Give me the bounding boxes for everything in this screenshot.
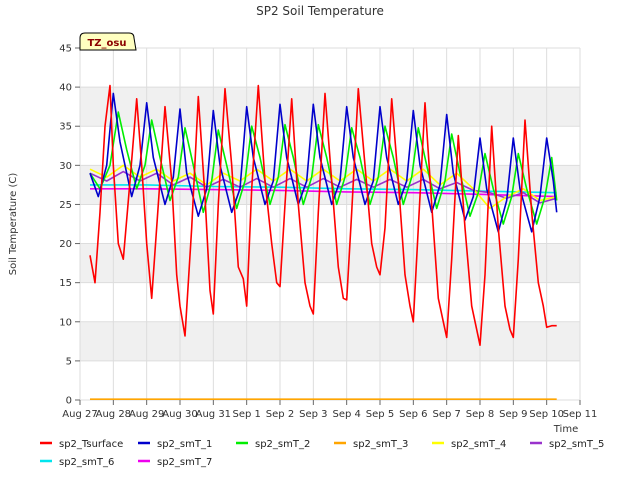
series-line-sp2-smT-6	[90, 184, 557, 194]
x-tick-label: Sep 5	[366, 409, 394, 420]
x-axis-title: Time	[553, 424, 578, 435]
x-tick-label: Sep 11	[563, 409, 598, 420]
series-lines	[89, 84, 558, 401]
x-tick-label: Aug 30	[162, 409, 197, 420]
x-tick-label: Sep 8	[466, 409, 494, 420]
y-tick-label: 30	[59, 161, 72, 172]
legend-label: sp2_smT_3	[353, 439, 408, 450]
tz-badge: TZ_osu	[79, 32, 137, 51]
legend-label: sp2_smT_4	[451, 439, 506, 450]
x-tick-label: Sep 1	[232, 409, 260, 420]
x-tick-label: Sep 4	[332, 409, 360, 420]
plot-band	[80, 321, 580, 361]
x-tick-label: Sep 7	[432, 409, 460, 420]
y-tick-label: 0	[66, 396, 72, 407]
legend-label: sp2_smT_2	[255, 439, 310, 450]
plot-band	[80, 87, 580, 127]
y-tick-label: 35	[59, 122, 72, 133]
y-tick-label: 45	[59, 44, 72, 55]
y-tick-label: 10	[59, 317, 72, 328]
legend: sp2_Tsurface sp2_smT_1 sp2_smT_2 sp2_smT_3 s…	[40, 439, 604, 468]
series-line-sp2-Tsurface	[89, 84, 557, 347]
x-tick-label: Aug 29	[129, 409, 164, 420]
y-tick-label: 5	[66, 356, 72, 367]
plot-band	[80, 243, 580, 283]
legend-label: sp2_smT_7	[157, 457, 212, 468]
legend-label: sp2_smT_5	[549, 439, 604, 450]
legend-label: sp2_smT_6	[59, 457, 114, 468]
series-line-sp2-smT-7	[90, 188, 557, 198]
x-tick-label: Aug 28	[96, 409, 131, 420]
y-tick-label: 25	[59, 200, 72, 211]
chart-title: SP2 Soil Temperature	[256, 4, 384, 18]
y-tick-label: 15	[59, 278, 72, 289]
y-axis-title: Soil Temperature (C)	[8, 173, 19, 276]
legend-label: sp2_Tsurface	[59, 439, 123, 450]
y-axis-ticks: 0 5 10 15 20 25 30 35 40 45	[59, 44, 80, 407]
y-tick-label: 40	[59, 83, 72, 94]
x-tick-label: Sep 9	[499, 409, 527, 420]
x-tick-label: Sep 3	[299, 409, 327, 420]
series-line-sp2-smT-1	[89, 92, 558, 233]
x-tick-label: Aug 27	[62, 409, 97, 420]
x-tick-label: Aug 31	[196, 409, 231, 420]
legend-label: sp2_smT_1	[157, 439, 212, 450]
x-tick-label: Sep 2	[266, 409, 294, 420]
x-tick-label: Sep 6	[399, 409, 427, 420]
y-tick-label: 20	[59, 239, 72, 250]
x-tick-label: Sep 10	[529, 409, 564, 420]
tz-badge-label: TZ_osu	[87, 38, 126, 49]
